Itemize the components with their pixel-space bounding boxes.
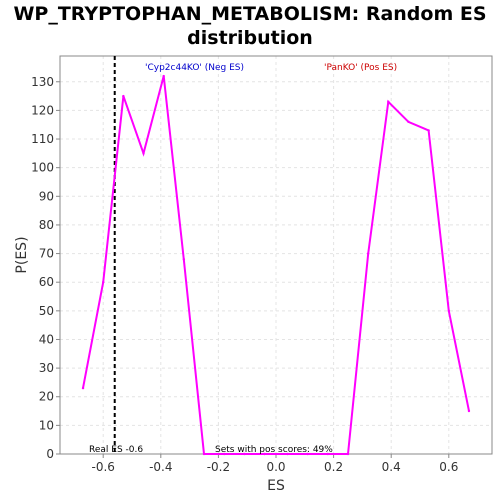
neg-es-label: 'Cyp2c44KO' (Neg ES) [145, 63, 244, 73]
y-tick-label: 60 [39, 275, 54, 289]
data-point [81, 386, 85, 390]
data-point [306, 452, 309, 456]
data-point [447, 309, 450, 313]
pos-scores-label: Sets with pos scores: 49% [215, 445, 333, 455]
data-point [326, 452, 330, 456]
data-point [407, 120, 410, 124]
data-point [366, 252, 370, 255]
y-tick-label: 30 [39, 361, 54, 375]
y-tick-label: 80 [39, 218, 54, 232]
data-point [222, 452, 226, 456]
y-tick-label: 10 [39, 418, 54, 432]
y-tick-label: 110 [31, 132, 54, 146]
data-point [243, 452, 246, 456]
data-point [427, 129, 430, 132]
x-tick-label: 0.2 [324, 460, 343, 474]
x-tick-label: -0.4 [149, 460, 172, 474]
real-es-label: Real ES -0.6 [89, 445, 143, 455]
chart-title-line1: WP_TRYPTOPHAN_METABOLISM: Random ES [13, 3, 487, 25]
y-tick-label: 40 [39, 332, 54, 346]
chart-title: WP_TRYPTOPHAN_METABOLISM: Random ES dist… [0, 2, 500, 50]
y-tick-label: 50 [39, 304, 54, 318]
x-tick-label: 0.6 [439, 460, 458, 474]
p-es-series-line [82, 75, 470, 455]
data-point [162, 74, 165, 78]
data-point [182, 258, 186, 261]
chart-title-line2: distribution [187, 27, 313, 49]
data-point [467, 409, 471, 413]
y-tick-label: 70 [39, 247, 54, 261]
y-tick-label: 90 [39, 189, 54, 203]
x-tick-label: -0.2 [207, 460, 230, 474]
x-tick-label: 0.4 [382, 460, 401, 474]
pos-es-label: 'PanKO' (Pos ES) [324, 63, 397, 73]
data-point [102, 281, 105, 284]
y-tick-label: 20 [39, 390, 54, 404]
data-point [346, 452, 350, 456]
y-tick-label: 0 [46, 447, 54, 461]
x-tick-label: 0.0 [266, 460, 285, 474]
y-tick-label: 100 [31, 161, 54, 175]
data-point [142, 152, 145, 155]
y-tick-label: 130 [31, 75, 54, 89]
y-axis-title: P(ES) [14, 236, 30, 273]
data-point [286, 452, 289, 456]
data-point [122, 94, 125, 98]
x-axis-title: ES [267, 478, 285, 494]
data-point [387, 100, 390, 104]
data-point [263, 452, 266, 456]
y-tick-label: 120 [31, 103, 54, 117]
x-tick-label: -0.6 [91, 460, 114, 474]
data-point [202, 452, 206, 456]
